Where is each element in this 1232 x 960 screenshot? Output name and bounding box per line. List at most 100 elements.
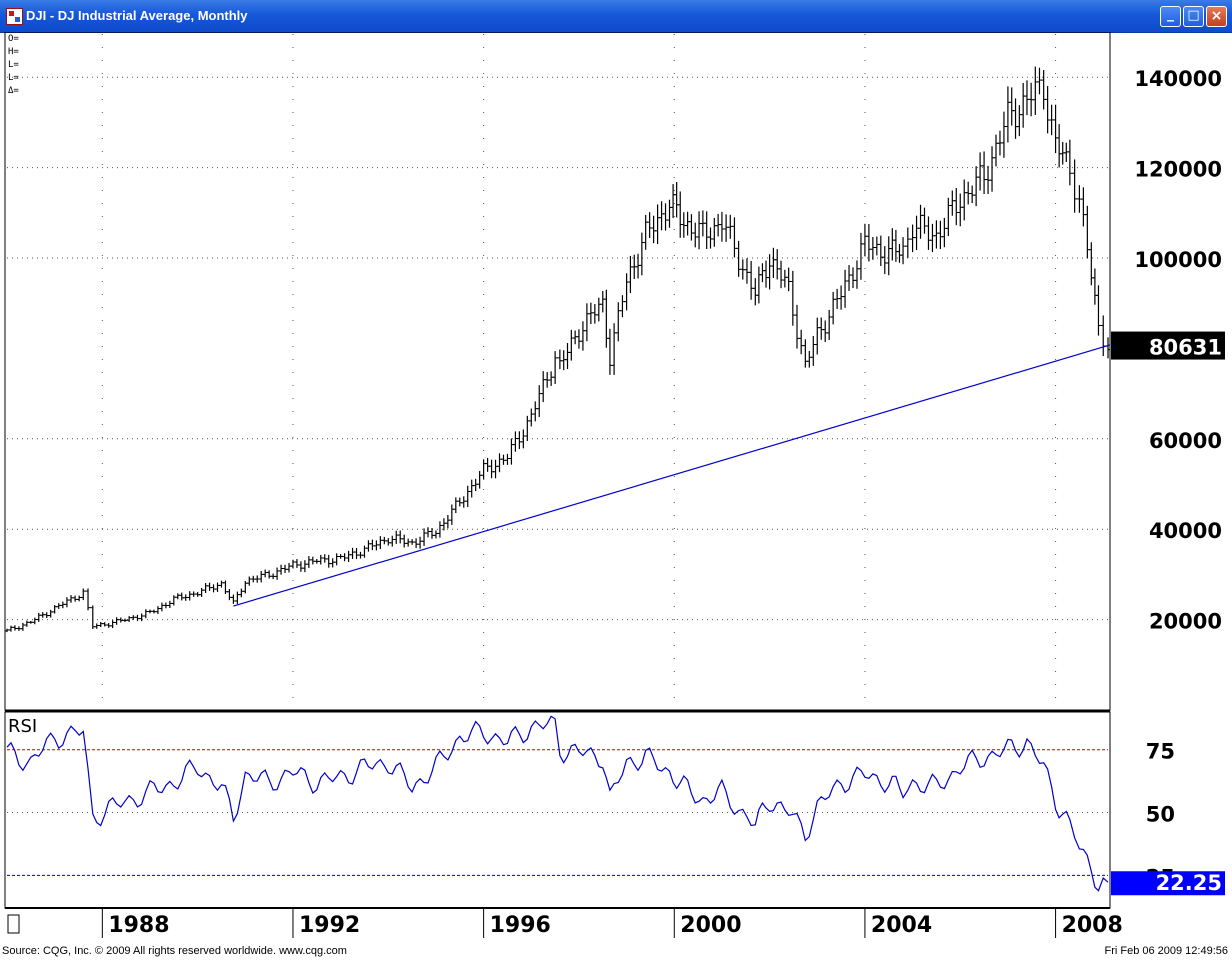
price-axis: 140000 120000 100000 80631 60000 40000 20000 xyxy=(1111,67,1225,634)
chart-canvas[interactable]: O= H= L= L= Δ= 140000 120000 100000 80631 60000 4… xyxy=(0,32,1232,940)
price-bar xyxy=(659,201,665,231)
price-bar xyxy=(1001,111,1007,158)
price-bar xyxy=(1080,187,1086,227)
price-bar xyxy=(655,204,661,245)
price-bar xyxy=(433,530,439,539)
price-bar xyxy=(850,267,856,289)
price-bar xyxy=(794,304,800,349)
price-bar xyxy=(953,188,959,226)
price-bar xyxy=(187,591,193,601)
scroll-handle[interactable] xyxy=(7,914,20,934)
price-bar xyxy=(838,285,844,310)
price-bar xyxy=(592,304,598,324)
price-bar xyxy=(600,291,606,313)
price-bar xyxy=(199,587,205,597)
price-bar xyxy=(806,350,812,368)
price-bar xyxy=(211,584,217,593)
price-bar xyxy=(85,588,91,611)
price-bar xyxy=(377,536,383,550)
price-bar xyxy=(354,548,360,560)
price-bar xyxy=(624,273,630,311)
price-bar xyxy=(568,329,574,361)
price-bar xyxy=(215,582,221,592)
price-bar xyxy=(350,547,356,559)
price-bar xyxy=(552,351,558,384)
price-bar xyxy=(413,538,419,548)
price-bar xyxy=(858,232,864,280)
price-bar xyxy=(937,220,943,250)
rsi-line-layer xyxy=(6,715,1109,892)
price-bar xyxy=(878,235,884,267)
price-bar xyxy=(918,204,924,239)
close-button[interactable]: × xyxy=(1206,6,1227,27)
price-bar xyxy=(802,339,808,368)
price-bar xyxy=(914,215,920,251)
price-bar xyxy=(76,595,82,602)
price-bar xyxy=(286,563,292,573)
price-bar xyxy=(767,254,773,290)
price-bar xyxy=(818,317,824,340)
price-bar xyxy=(48,609,54,618)
price-bar xyxy=(759,263,765,283)
price-bars xyxy=(4,66,1111,633)
price-bar xyxy=(32,617,38,625)
price-bar xyxy=(889,228,895,261)
price-bar xyxy=(1016,105,1022,137)
price-bar xyxy=(540,371,546,403)
price-bar xyxy=(72,595,78,602)
price-bar xyxy=(798,329,804,355)
price-bar xyxy=(933,220,939,249)
price-bar xyxy=(114,617,120,625)
price-bar xyxy=(290,559,296,569)
price-bar xyxy=(179,592,185,601)
price-bar xyxy=(786,267,792,292)
price-bar xyxy=(922,207,927,234)
ohlc-label: L= xyxy=(8,73,19,83)
rsi-grid xyxy=(7,749,1108,876)
price-bar xyxy=(1032,66,1038,116)
price-bar xyxy=(385,538,391,546)
price-bar xyxy=(1088,242,1094,286)
price-bar xyxy=(1056,124,1062,168)
price-bar xyxy=(102,622,108,627)
price-bar xyxy=(905,227,911,258)
support-trendline xyxy=(233,344,1111,607)
price-bar xyxy=(266,570,272,579)
price-bar xyxy=(790,270,796,326)
last-price-label: 80631 xyxy=(1149,336,1222,360)
price-bar xyxy=(607,328,613,375)
price-bar xyxy=(485,457,491,472)
app-icon[interactable] xyxy=(6,8,23,25)
window-title-bar[interactable]: DJI - DJ Industrial Average, Monthly _ □… xyxy=(0,0,1232,33)
price-bar xyxy=(874,236,880,256)
price-bar xyxy=(1036,67,1042,95)
price-bar xyxy=(493,459,499,479)
price-bar xyxy=(647,212,653,239)
price-bar xyxy=(862,223,868,257)
price-bar xyxy=(226,588,232,601)
price-bar xyxy=(389,535,395,547)
price-bar xyxy=(961,179,967,221)
price-bar xyxy=(12,625,18,631)
price-bar xyxy=(218,580,224,588)
price-bar xyxy=(20,622,26,631)
price-tick-label: 100000 xyxy=(1134,248,1222,272)
price-bar xyxy=(925,216,931,250)
year-axis: 1988 1992 1996 2000 2004 2008 xyxy=(101,908,1123,938)
price-bar xyxy=(663,203,669,231)
price-bar xyxy=(56,603,62,609)
price-bar xyxy=(822,320,828,343)
minimize-button[interactable]: _ xyxy=(1160,6,1181,27)
price-bar xyxy=(298,561,304,572)
ohlc-readout: O= H= L= L= Δ= xyxy=(8,34,19,96)
price-bar xyxy=(445,514,451,529)
price-bar xyxy=(723,214,729,242)
price-bar xyxy=(707,227,713,249)
rsi-value-box xyxy=(1111,871,1225,896)
price-bar xyxy=(685,211,691,236)
price-bar xyxy=(774,249,780,280)
maximize-button[interactable]: □ xyxy=(1183,6,1204,27)
price-bar xyxy=(830,291,836,325)
year-label: 2008 xyxy=(1062,913,1123,938)
price-bar xyxy=(639,232,645,276)
